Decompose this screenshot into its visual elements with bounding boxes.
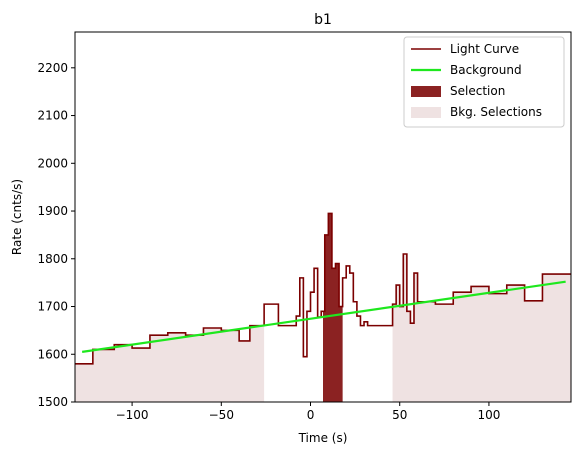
y-tick-label: 2100 — [37, 109, 68, 123]
y-axis-label: Rate (cnts/s) — [10, 179, 24, 255]
legend-box — [403, 36, 565, 128]
plot-area — [75, 212, 571, 402]
x-tick-label: 100 — [477, 408, 500, 422]
y-tick-label: 1700 — [37, 300, 68, 314]
legend-label: Bkg. Selections — [450, 105, 542, 119]
y-tick-label: 2000 — [37, 156, 68, 170]
background-fit-line — [81, 280, 566, 353]
y-tick-label: 1500 — [37, 395, 68, 409]
legend-label: Light Curve — [450, 42, 519, 56]
y-tick-label: 1900 — [37, 204, 68, 218]
legend: Light Curve Background Selection Bkg. Selec… — [403, 36, 565, 128]
legend-swatch — [411, 107, 441, 118]
y-tick-label: 2200 — [37, 61, 68, 75]
y-tick-label: 1600 — [37, 347, 68, 361]
axes-frame — [74, 31, 572, 403]
y-tick-label: 1800 — [37, 252, 68, 266]
bkg-selection-region-1 — [75, 325, 265, 402]
bkg-selection-region-2 — [392, 254, 571, 402]
legend-swatch — [411, 86, 441, 97]
legend-label: Selection — [450, 84, 505, 98]
x-tick-label: −100 — [116, 408, 149, 422]
x-tick-label: −50 — [209, 408, 234, 422]
axis-ticks: −100 −50 0 50 100 1500 1600 1700 1800 1900 2000 210… — [37, 61, 500, 422]
x-tick-label: 50 — [392, 408, 407, 422]
chart-title: b1 — [314, 12, 332, 28]
x-tick-label: 0 — [307, 408, 315, 422]
x-axis-label: Time (s) — [298, 431, 348, 445]
selection-region — [323, 213, 343, 402]
legend-label: Background — [450, 63, 522, 77]
